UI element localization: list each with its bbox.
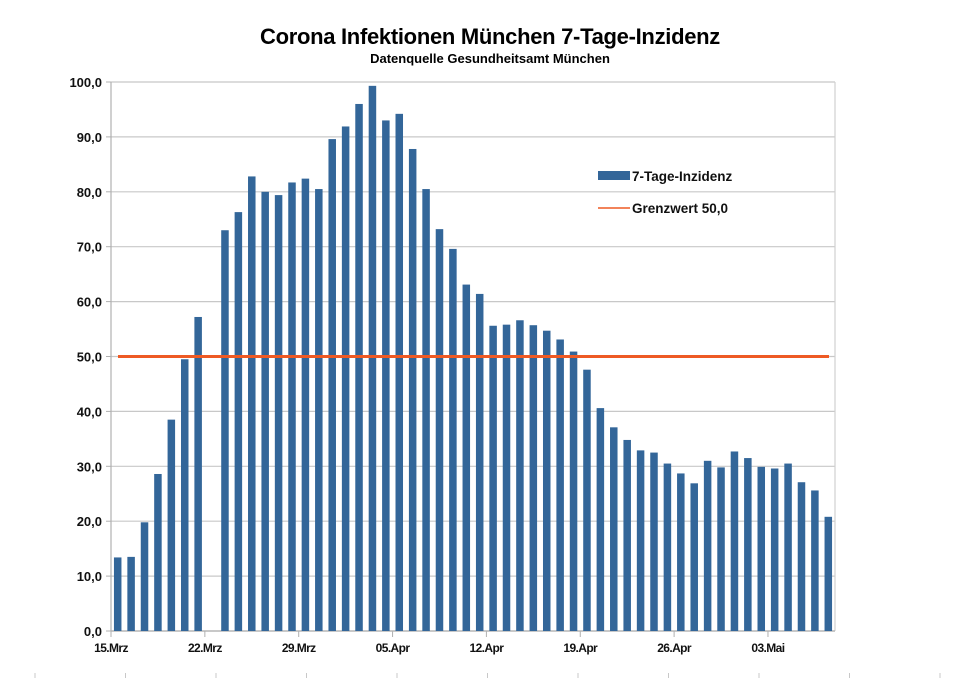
- bar-series-7-tage-inzidenz: [113, 85, 833, 632]
- bar: [677, 473, 685, 631]
- bar: [395, 113, 404, 632]
- bar: [449, 248, 457, 631]
- bar: [650, 452, 658, 631]
- x-tick-label: 03.Mai: [751, 641, 784, 655]
- bar: [569, 351, 578, 631]
- bar: [757, 466, 766, 631]
- x-tick-label: 22.Mrz: [188, 641, 222, 655]
- legend-swatch-bar: [598, 171, 630, 180]
- bar: [194, 316, 202, 631]
- chart-title: Corona Infektionen München 7-Tage-Inzide…: [259, 24, 720, 49]
- bar: [556, 339, 564, 631]
- bar: [301, 178, 310, 631]
- bar: [663, 463, 672, 631]
- bar: [221, 230, 229, 632]
- legend: 7-Tage-Inzidenz Grenzwert 50,0: [598, 169, 733, 216]
- bar: [328, 139, 336, 631]
- x-tick-label: 19.Apr: [563, 641, 598, 655]
- bar: [154, 473, 162, 631]
- bar: [770, 468, 779, 631]
- bar: [167, 419, 176, 631]
- bottom-edge-ticks: [34, 673, 941, 678]
- bar: [690, 483, 698, 631]
- bar: [315, 189, 323, 631]
- bar: [382, 120, 390, 632]
- bar: [248, 176, 256, 632]
- bar: [797, 482, 806, 631]
- bar: [462, 284, 471, 631]
- bar: [542, 330, 551, 631]
- y-tick-label: 40,0: [77, 404, 102, 419]
- bar: [516, 320, 524, 631]
- x-tick-label: 05.Apr: [376, 641, 411, 655]
- bar: [623, 439, 631, 631]
- y-tick-label: 10,0: [77, 569, 102, 584]
- bar: [730, 451, 739, 631]
- legend-label-inzidenz: 7-Tage-Inzidenz: [632, 169, 733, 184]
- bar: [368, 85, 377, 631]
- x-axis: 15.Mrz 22.Mrz 29.Mrz 05.Apr 12.Apr 19.Apr 26.A…: [94, 631, 785, 655]
- legend-label-grenzwert: Grenzwert 50,0: [632, 201, 728, 216]
- x-tick-label: 12.Apr: [470, 641, 505, 655]
- bar: [475, 293, 484, 631]
- bar: [140, 522, 149, 631]
- bar: [596, 408, 605, 631]
- bar: [824, 516, 833, 631]
- chart-subtitle: Datenquelle Gesundheitsamt München: [370, 51, 610, 66]
- bar: [422, 189, 430, 631]
- y-tick-label: 50,0: [77, 350, 102, 365]
- bar: [234, 212, 243, 631]
- bar: [180, 359, 189, 631]
- y-tick-label: 60,0: [77, 295, 102, 310]
- bar: [341, 126, 350, 632]
- bar: [703, 460, 712, 631]
- x-tick-label: 29.Mrz: [282, 641, 316, 655]
- bar: [288, 182, 296, 632]
- bar: [489, 325, 497, 631]
- y-axis: 0,0 10,0 20,0 30,0 40,0 50,0 60,0 70,0 80,0 90,0 1…: [69, 75, 836, 639]
- bar: [744, 458, 752, 631]
- x-tick-label: 15.Mrz: [94, 641, 128, 655]
- bar: [408, 148, 417, 631]
- bar: [113, 557, 122, 631]
- x-tick-label: 26.Apr: [657, 641, 692, 655]
- bar: [717, 467, 725, 631]
- bar: [784, 463, 792, 631]
- y-tick-label: 0,0: [84, 624, 102, 639]
- bar: [355, 103, 363, 631]
- y-tick-label: 80,0: [77, 185, 102, 200]
- bar: [811, 490, 819, 631]
- y-tick-label: 90,0: [77, 130, 102, 145]
- bar: [261, 191, 269, 632]
- bar: [435, 229, 444, 631]
- bar: [529, 325, 538, 631]
- bar: [583, 369, 591, 631]
- bar: [502, 324, 511, 631]
- y-tick-label: 30,0: [77, 459, 102, 474]
- y-tick-label: 70,0: [77, 240, 102, 255]
- bar: [274, 195, 283, 631]
- y-tick-label: 20,0: [77, 514, 102, 529]
- bar: [636, 450, 645, 631]
- y-tick-label: 100,0: [69, 75, 102, 90]
- bar: [610, 427, 618, 631]
- bar: [127, 556, 135, 631]
